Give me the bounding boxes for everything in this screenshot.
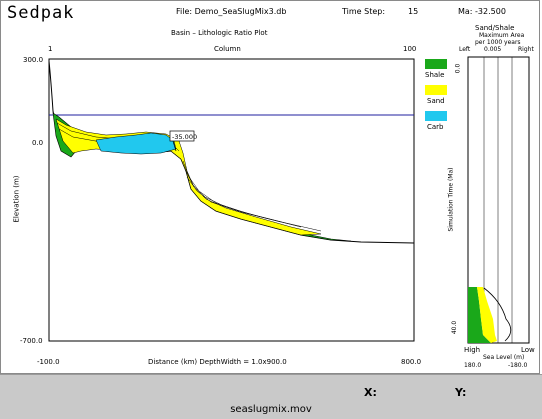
app-logo: Sedpak bbox=[7, 3, 75, 23]
side-title-3: per 1000 years bbox=[475, 39, 521, 46]
legend-shale-swatch bbox=[425, 59, 447, 69]
low-label: Low bbox=[521, 346, 535, 354]
y-tick-top: 300.0 bbox=[23, 56, 44, 64]
x-tick-right: 800.0 bbox=[401, 358, 422, 366]
plot-border bbox=[48, 58, 415, 342]
file-label: File: Demo_SeaSlugMix3.db bbox=[176, 7, 287, 16]
legend-carb-label: Carb bbox=[427, 123, 444, 131]
time-step-label: Time Step: bbox=[342, 7, 386, 16]
legend-sand-label: Sand bbox=[427, 97, 445, 105]
column-end: 100 bbox=[403, 45, 417, 53]
sea-low-value: -180.0 bbox=[508, 362, 528, 369]
time-bottom-value: 40.0 bbox=[451, 320, 459, 335]
side-panel-border bbox=[467, 56, 530, 344]
sea-level-label: Sea Level (m) bbox=[483, 354, 525, 361]
plot-title: Basin – Lithologic Ratio Plot bbox=[171, 29, 268, 37]
movie-filename: seaslugmix.mov bbox=[230, 404, 312, 415]
side-sand-fill bbox=[477, 287, 497, 343]
legend-shale-label: Shale bbox=[425, 71, 445, 79]
side-shale-fill bbox=[468, 287, 491, 343]
callout-text: -35.000 bbox=[172, 133, 197, 141]
sea-high-value: 180.0 bbox=[464, 362, 482, 369]
legend-carb-swatch bbox=[425, 111, 447, 121]
y-tick-bottom: -700.0 bbox=[20, 337, 43, 345]
basin-plot: -35.000 bbox=[48, 56, 530, 344]
ma-label: Ma: -32.500 bbox=[458, 7, 506, 16]
x-axis-label: Distance (km) DepthWidth = 1.0x900.0 bbox=[148, 358, 287, 366]
status-bar: X: Y: seaslugmix.mov bbox=[0, 374, 542, 419]
time-step-value: 15 bbox=[408, 7, 419, 16]
callout-box bbox=[169, 130, 195, 142]
sea-level-curve bbox=[483, 287, 512, 342]
shale-body bbox=[52, 112, 352, 242]
column-start: 1 bbox=[48, 45, 53, 53]
side-title-2: Maximum Area bbox=[479, 32, 525, 39]
side-left-label: Left bbox=[459, 46, 471, 53]
y-tick-zero: 0.0 bbox=[32, 139, 44, 147]
plot-window: Sedpak File: Demo_SeaSlugMix3.db Time St… bbox=[0, 0, 540, 374]
x-tick-left: -100.0 bbox=[37, 358, 60, 366]
carbonate-shelf bbox=[95, 132, 177, 155]
high-label: High bbox=[464, 346, 481, 354]
side-title-1: Sand/Shale bbox=[475, 24, 515, 32]
time-top-value: 0.0 bbox=[454, 63, 462, 74]
side-right-label: Right bbox=[518, 46, 534, 53]
callout-leader bbox=[172, 140, 177, 152]
time-axis-label: Simulation Time (Ma) bbox=[447, 167, 455, 232]
legend-sand-swatch bbox=[425, 85, 447, 95]
side-scale-value: 0.005 bbox=[484, 46, 502, 53]
side-panel-ticks bbox=[483, 57, 513, 343]
strata-lines bbox=[56, 122, 322, 232]
column-axis-label: Column bbox=[214, 45, 241, 53]
y-coordinate-label: Y: bbox=[455, 386, 467, 399]
x-coordinate-label: X: bbox=[364, 386, 377, 399]
